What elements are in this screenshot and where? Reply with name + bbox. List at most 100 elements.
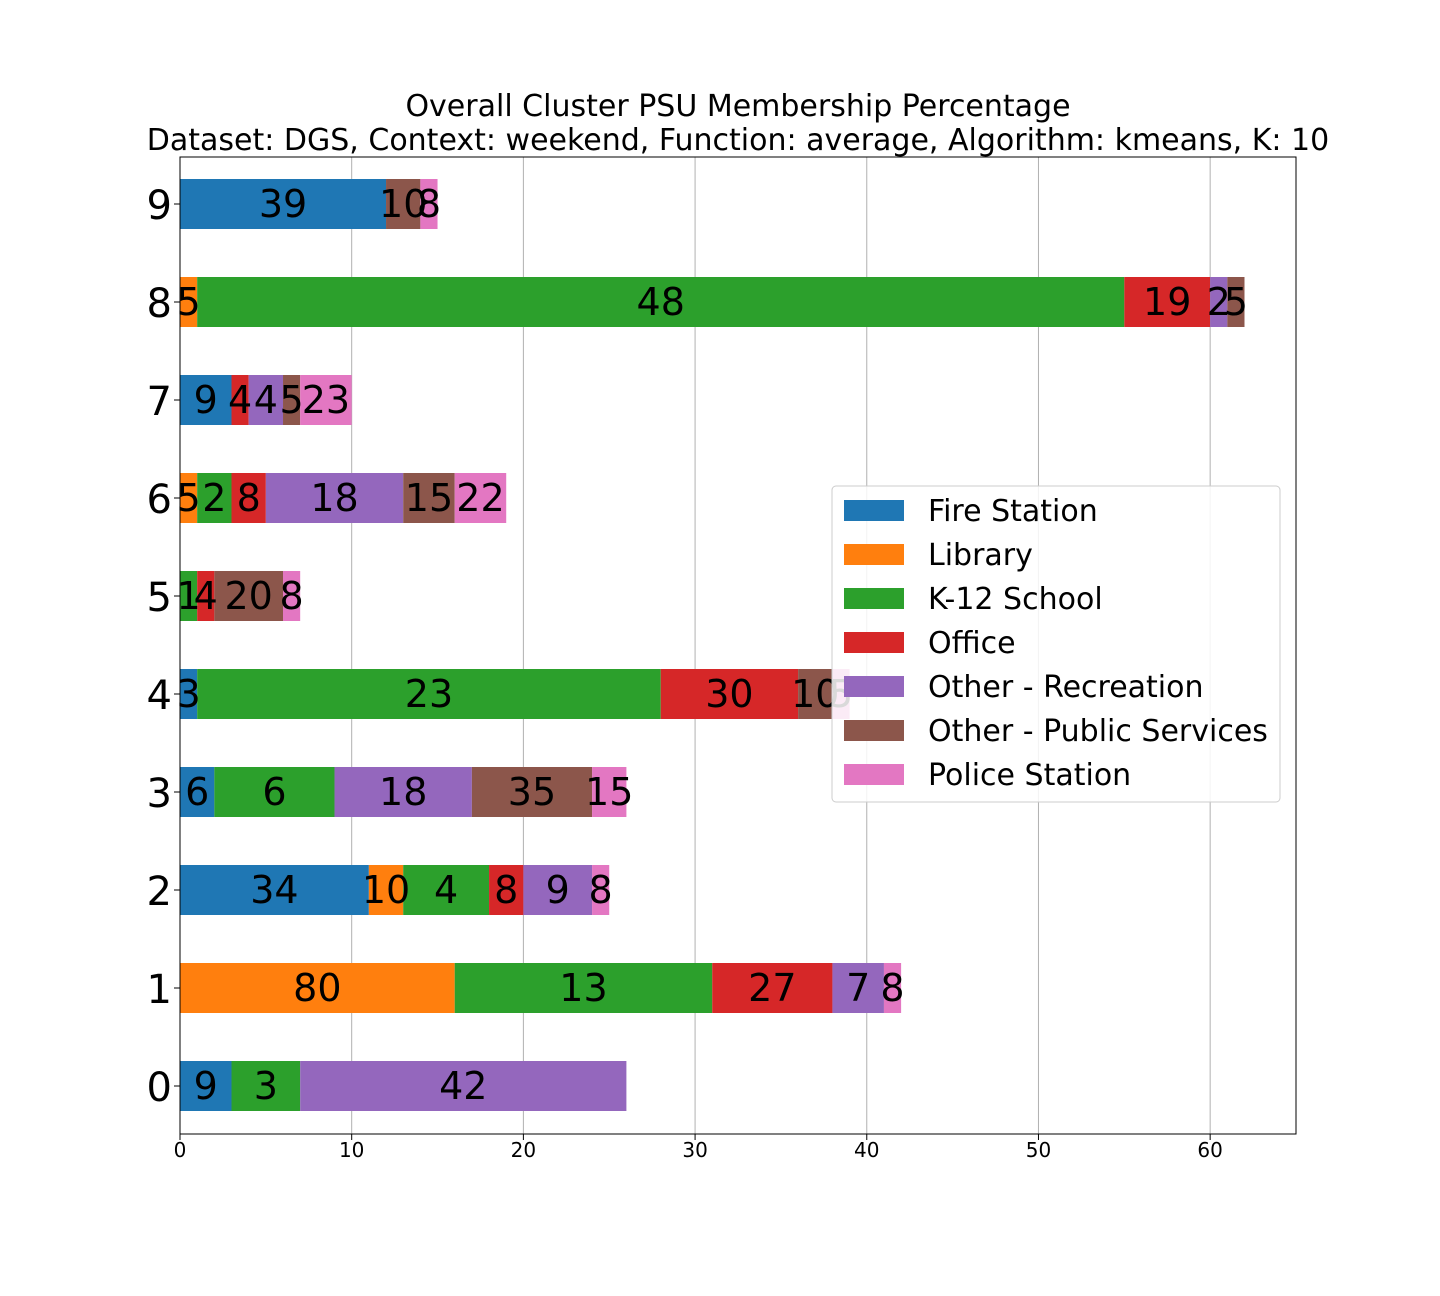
legend-box bbox=[831, 485, 1281, 803]
legend-label-other-recreation: Other - Recreation bbox=[928, 670, 1204, 705]
legend-swatch-library bbox=[844, 544, 904, 565]
data-label-cluster-6-k-12-school: 2 bbox=[202, 476, 226, 520]
data-label-cluster-3-k-12-school: 6 bbox=[262, 770, 286, 814]
data-label-cluster-5-k-12-school: 1 bbox=[176, 574, 200, 618]
y-tick-label-7: 7 bbox=[147, 379, 172, 425]
bar-segment-cluster-3-other-recreation bbox=[334, 767, 472, 817]
x-tick-label-20: 20 bbox=[511, 1138, 536, 1162]
bar-segment-cluster-2-other-recreation bbox=[523, 865, 593, 915]
y-tick-label-3: 3 bbox=[147, 771, 172, 817]
data-label-cluster-0-k-12-school: 3 bbox=[254, 1064, 278, 1108]
x-axis: 0 10 20 30 40 50 60 bbox=[174, 1134, 1223, 1162]
data-label-cluster-1-k-12-school: 13 bbox=[559, 966, 607, 1010]
stacked-bars bbox=[180, 179, 1245, 1111]
data-label-cluster-7-fire-station: 9 bbox=[194, 378, 218, 422]
bar-segment-cluster-8-k-12-school bbox=[197, 277, 1125, 327]
chart-title: Overall Cluster PSU Membership Percentag… bbox=[405, 89, 1070, 124]
bar-segment-cluster-2-fire-station bbox=[180, 865, 369, 915]
bar-segment-cluster-6-police-station bbox=[454, 473, 507, 523]
x-tick-label-30: 30 bbox=[682, 1138, 707, 1162]
bar-segment-cluster-6-library bbox=[180, 473, 198, 523]
legend-label-fire-station: Fire Station bbox=[928, 494, 1098, 529]
data-label-cluster-2-police-station: 8 bbox=[589, 868, 613, 912]
bar-segment-cluster-0-k-12-school bbox=[231, 1061, 301, 1111]
bar-segment-cluster-1-office bbox=[712, 963, 833, 1013]
legend-swatch-k-12-school bbox=[844, 588, 904, 609]
bar-segment-cluster-3-other-public-services bbox=[471, 767, 593, 817]
y-tick-label-8: 8 bbox=[147, 281, 172, 327]
bar-segment-cluster-8-office bbox=[1124, 277, 1211, 327]
bar-segment-cluster-2-office bbox=[489, 865, 524, 915]
bar-segment-cluster-7-other-recreation bbox=[248, 375, 284, 425]
data-label-cluster-2-fire-station: 34 bbox=[250, 868, 298, 912]
data-label-cluster-6-library: 5 bbox=[176, 476, 200, 520]
y-tick-label-2: 2 bbox=[147, 869, 172, 915]
x-tick-label-60: 60 bbox=[1197, 1138, 1222, 1162]
bar-segment-cluster-2-library bbox=[368, 865, 404, 915]
x-tick-label-0: 0 bbox=[174, 1138, 187, 1162]
data-label-cluster-1-office: 27 bbox=[748, 966, 796, 1010]
bar-segment-cluster-2-k-12-school bbox=[403, 865, 490, 915]
bar-segment-cluster-3-police-station bbox=[592, 767, 627, 817]
segment-labels: 9342801327783410489866183515323301051420… bbox=[176, 182, 1248, 1108]
legend: Fire Station Library K-12 School Office Othe… bbox=[831, 485, 1281, 803]
bar-segment-cluster-7-office bbox=[231, 375, 249, 425]
bar-segment-cluster-1-police-station bbox=[883, 963, 902, 1013]
y-tick-label-9: 9 bbox=[147, 183, 172, 229]
data-label-cluster-8-k-12-school: 48 bbox=[637, 280, 685, 324]
bar-segment-cluster-5-k-12-school bbox=[180, 571, 198, 621]
data-label-cluster-2-other-recreation: 9 bbox=[546, 868, 570, 912]
data-label-cluster-1-other-recreation: 7 bbox=[846, 966, 870, 1010]
bar-segment-cluster-9-fire-station bbox=[180, 179, 387, 229]
bar-segment-cluster-2-police-station bbox=[592, 865, 610, 915]
data-label-cluster-8-library: 5 bbox=[176, 280, 200, 324]
bar-segment-cluster-1-k-12-school bbox=[454, 963, 713, 1013]
legend-swatch-other-recreation bbox=[844, 676, 904, 697]
bar-segment-cluster-5-police-station bbox=[283, 571, 301, 621]
data-label-cluster-5-office: 4 bbox=[194, 574, 218, 618]
data-label-cluster-6-office: 8 bbox=[237, 476, 261, 520]
data-label-cluster-3-other-public-services: 35 bbox=[508, 770, 556, 814]
data-label-cluster-9-other-public-services: 10 bbox=[379, 182, 427, 226]
bar-segment-cluster-0-other-recreation bbox=[300, 1061, 627, 1111]
bar-segment-cluster-9-other-public-services bbox=[386, 179, 421, 229]
data-label-cluster-7-other-public-services: 5 bbox=[280, 378, 304, 422]
data-label-cluster-3-fire-station: 6 bbox=[185, 770, 209, 814]
y-tick-label-5: 5 bbox=[147, 575, 172, 621]
data-label-cluster-1-police-station: 8 bbox=[880, 966, 904, 1010]
y-tick-label-1: 1 bbox=[147, 967, 172, 1013]
legend-swatch-fire-station bbox=[844, 500, 904, 521]
data-label-cluster-4-k-12-school: 23 bbox=[405, 672, 453, 716]
data-label-cluster-8-other-recreation: 2 bbox=[1207, 280, 1231, 324]
data-label-cluster-7-police-station: 23 bbox=[302, 378, 350, 422]
bar-segment-cluster-6-k-12-school bbox=[197, 473, 232, 523]
data-label-cluster-6-other-public-services: 15 bbox=[405, 476, 453, 520]
data-label-cluster-6-other-recreation: 18 bbox=[310, 476, 358, 520]
bar-segment-cluster-9-police-station bbox=[420, 179, 438, 229]
chart-subtitle: Dataset: DGS, Context: weekend, Function… bbox=[147, 123, 1329, 158]
legend-label-k-12-school: K-12 School bbox=[928, 582, 1103, 617]
bar-segment-cluster-1-other-recreation bbox=[832, 963, 884, 1013]
data-label-cluster-7-office: 4 bbox=[228, 378, 252, 422]
data-label-cluster-1-library: 80 bbox=[293, 966, 341, 1010]
data-label-cluster-7-other-recreation: 4 bbox=[254, 378, 278, 422]
data-label-cluster-3-police-station: 15 bbox=[585, 770, 633, 814]
legend-label-library: Library bbox=[928, 538, 1033, 573]
bar-segment-cluster-5-office bbox=[197, 571, 215, 621]
bar-segment-cluster-6-other-recreation bbox=[265, 473, 404, 523]
legend-swatch-other-public-services bbox=[844, 720, 904, 741]
bar-segment-cluster-3-k-12-school bbox=[214, 767, 335, 817]
data-label-cluster-8-other-public-services: 5 bbox=[1224, 280, 1248, 324]
data-label-cluster-3-other-recreation: 18 bbox=[379, 770, 427, 814]
legend-label-office: Office bbox=[928, 626, 1016, 661]
legend-swatch-office bbox=[844, 632, 904, 653]
data-label-cluster-4-fire-station: 3 bbox=[176, 672, 200, 716]
bar-segment-cluster-6-other-public-services bbox=[403, 473, 455, 523]
bar-segment-cluster-8-other-recreation bbox=[1210, 277, 1228, 327]
bar-segment-cluster-1-library bbox=[180, 963, 455, 1013]
data-label-cluster-9-police-station: 8 bbox=[417, 182, 441, 226]
x-tick-label-10: 10 bbox=[339, 1138, 364, 1162]
x-tick-label-50: 50 bbox=[1026, 1138, 1051, 1162]
data-label-cluster-8-office: 19 bbox=[1143, 280, 1191, 324]
